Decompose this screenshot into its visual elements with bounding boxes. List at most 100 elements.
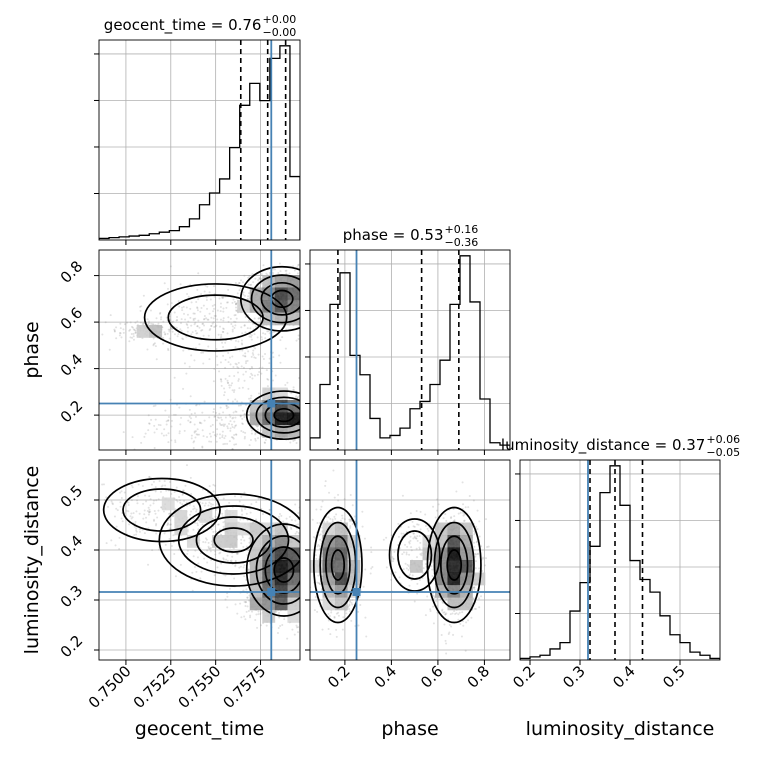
sample-point	[234, 339, 237, 342]
sample-point	[119, 505, 122, 508]
sample-point	[219, 378, 222, 381]
histogram-bar	[400, 428, 410, 450]
sample-point	[244, 605, 247, 608]
sample-point	[297, 512, 300, 515]
sample-point	[234, 309, 237, 312]
sample-point	[159, 424, 162, 427]
sample-point	[302, 551, 304, 553]
sample-point	[247, 410, 250, 413]
sample-point	[304, 292, 306, 294]
sample-point	[228, 587, 231, 590]
sample-point	[178, 406, 181, 409]
sample-point	[307, 279, 309, 281]
sample-point	[302, 412, 304, 414]
sample-point	[145, 521, 148, 524]
sample-point	[307, 267, 309, 269]
sample-point	[143, 513, 146, 516]
sample-point	[224, 574, 227, 577]
sample-point	[142, 321, 145, 324]
sample-point	[193, 440, 196, 443]
sample-point	[118, 547, 121, 550]
sample-point	[264, 438, 267, 441]
sample-point	[303, 426, 305, 428]
sample-point	[233, 456, 235, 458]
sample-point	[251, 367, 254, 370]
sample-point	[169, 527, 172, 530]
sample-point	[301, 292, 303, 294]
sample-point	[208, 358, 211, 361]
sample-point	[305, 423, 307, 425]
sample-point	[261, 338, 264, 341]
sample-point	[305, 416, 307, 418]
sample-point	[163, 532, 166, 535]
sample-point	[110, 539, 113, 542]
sample-point	[313, 295, 315, 297]
sample-point	[292, 389, 295, 392]
sample-point	[181, 306, 184, 309]
sample-point	[227, 398, 230, 401]
sample-point	[230, 559, 233, 562]
sample-point	[223, 437, 226, 440]
sample-point	[178, 430, 181, 433]
sample-point	[314, 298, 316, 300]
sample-point	[200, 570, 203, 573]
sample-point	[227, 351, 230, 354]
sample-point	[155, 358, 158, 361]
sample-point	[214, 550, 217, 553]
sample-point	[179, 423, 182, 426]
sample-point	[247, 569, 250, 572]
sample-point	[257, 610, 260, 613]
sample-point	[307, 536, 309, 538]
sample-point	[207, 318, 210, 321]
sample-point	[115, 525, 118, 528]
sample-point	[302, 309, 304, 311]
sample-point	[203, 419, 206, 422]
sample-point	[246, 359, 249, 362]
sample-point	[232, 437, 235, 440]
sample-point	[305, 277, 307, 279]
sample-point	[312, 308, 314, 310]
sample-point	[315, 398, 317, 400]
sample-point	[114, 544, 117, 547]
sample-point	[463, 520, 466, 523]
sample-point	[207, 547, 210, 550]
sample-point	[247, 387, 250, 390]
sample-point	[77, 521, 79, 523]
sample-point	[176, 335, 179, 338]
sample-point	[150, 322, 153, 325]
sample-point	[183, 312, 186, 315]
sample-point	[207, 541, 210, 544]
sample-point	[307, 563, 309, 565]
truth-marker	[267, 399, 276, 408]
sample-point	[231, 382, 234, 385]
sample-point	[305, 597, 307, 599]
sample-point	[226, 332, 229, 335]
sample-point	[122, 331, 125, 334]
sample-point	[222, 525, 225, 528]
sample-point	[152, 518, 155, 521]
sample-point	[311, 400, 313, 402]
sample-point	[234, 565, 237, 568]
sample-point	[128, 523, 131, 526]
sample-point	[303, 574, 305, 576]
sample-point	[189, 421, 192, 424]
sample-point	[321, 298, 323, 300]
sample-point	[268, 357, 271, 360]
sample-point	[304, 397, 306, 399]
sample-point	[138, 530, 141, 533]
sample-point	[276, 632, 279, 635]
sample-point	[169, 326, 172, 329]
sample-point	[187, 320, 190, 323]
sample-point	[302, 608, 304, 610]
sample-point	[182, 305, 185, 308]
sample-point	[216, 433, 219, 436]
sample-point	[149, 309, 152, 312]
sample-point	[227, 288, 230, 291]
sample-point	[302, 547, 304, 549]
sample-point	[281, 336, 284, 339]
sample-point	[302, 417, 304, 419]
sample-point	[243, 615, 246, 618]
sample-point	[118, 536, 121, 539]
sample-point	[210, 324, 213, 327]
sample-point	[226, 595, 229, 598]
